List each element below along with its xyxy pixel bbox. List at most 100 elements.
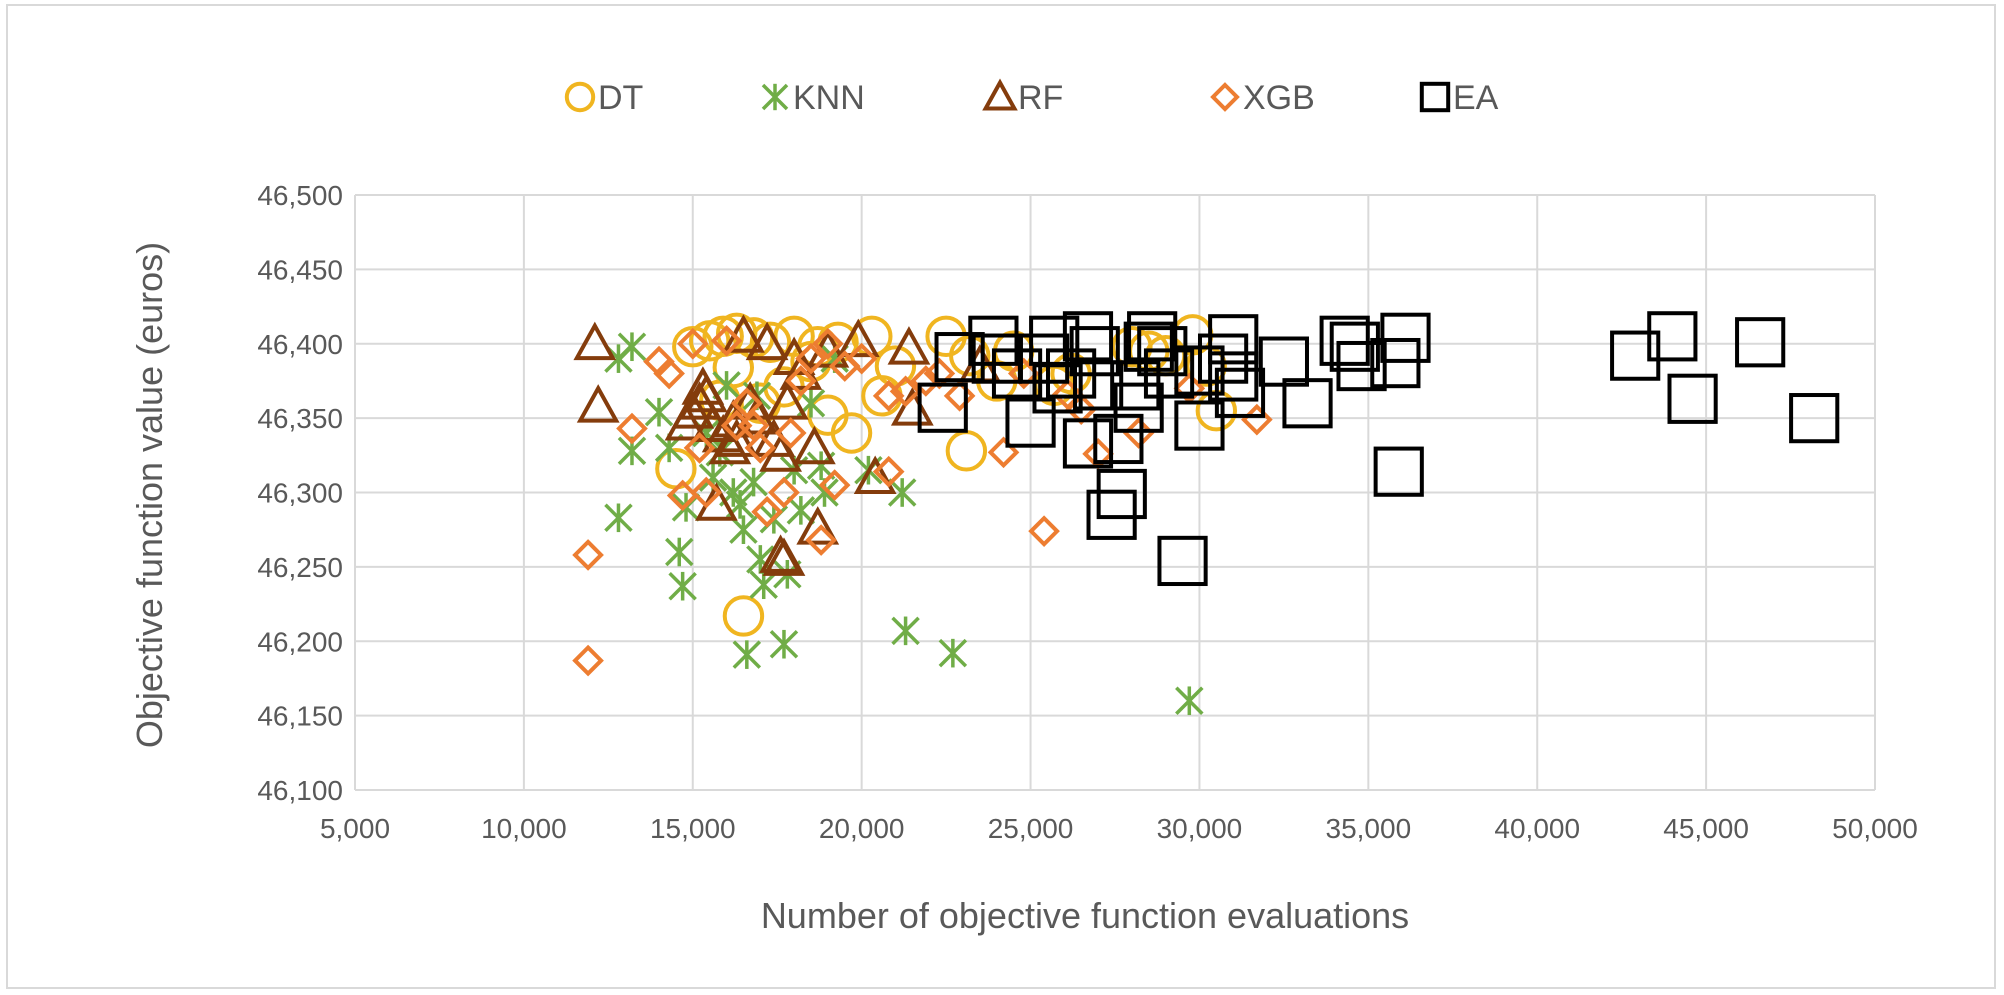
data-point-knn xyxy=(644,397,674,427)
data-point-ea xyxy=(1062,311,1114,362)
data-point-ea xyxy=(1735,317,1786,368)
legend-marker-ea xyxy=(1419,81,1451,113)
data-point-xgb xyxy=(1241,403,1273,436)
data-point-rf xyxy=(762,537,806,576)
y-tick-label: 46,300 xyxy=(257,478,343,509)
data-point-knn xyxy=(665,537,694,567)
data-point-ea xyxy=(991,348,1043,399)
data-point-xgb xyxy=(785,365,817,397)
data-point-xgb xyxy=(572,539,604,571)
data-point-knn xyxy=(668,571,697,601)
data-point-xgb xyxy=(812,327,844,360)
data-point-ea xyxy=(1174,400,1225,451)
y-tick-label: 46,350 xyxy=(257,403,343,434)
data-point-ea xyxy=(1208,314,1259,365)
y-tick-label: 46,100 xyxy=(257,775,343,806)
data-point-ea xyxy=(1319,315,1370,366)
x-tick-label: 40,000 xyxy=(1494,813,1580,844)
data-point-xgb xyxy=(730,387,763,420)
data-point-ea xyxy=(1380,312,1431,363)
data-point-ea xyxy=(1113,382,1164,433)
data-point-xgb xyxy=(943,379,976,412)
x-tick-label: 10,000 xyxy=(481,813,567,844)
data-point-ea xyxy=(1157,535,1208,587)
data-point-xgb xyxy=(653,357,685,390)
legend-label-dt: DT xyxy=(598,79,643,117)
data-point-knn xyxy=(938,638,968,668)
legend-marker-rf xyxy=(982,78,1018,111)
data-points xyxy=(572,311,1840,716)
data-point-xgb xyxy=(774,417,807,449)
legend-label-rf: RF xyxy=(1018,79,1063,117)
data-point-xgb xyxy=(751,496,783,528)
data-point-ea xyxy=(917,382,968,433)
data-point-ea xyxy=(1373,446,1424,497)
data-point-xgb xyxy=(690,476,723,509)
data-point-dt xyxy=(722,595,765,637)
x-tick-labels: 5,000 10,000 15,000 20,000 25,000 30,000 35,00… xyxy=(320,813,1918,844)
data-point-ea xyxy=(1096,468,1147,520)
series-xgb xyxy=(572,324,1273,677)
data-point-knn xyxy=(769,629,799,659)
data-point-ea xyxy=(1282,378,1333,429)
data-point-ea xyxy=(1647,311,1698,362)
legend-label-knn: KNN xyxy=(793,79,865,117)
data-point-ea xyxy=(1214,367,1266,418)
data-point-ea xyxy=(1667,373,1718,424)
data-point-xgb xyxy=(987,436,1020,469)
data-point-xgb xyxy=(910,365,942,397)
data-point-xgb xyxy=(795,342,827,375)
y-tick-label: 46,500 xyxy=(257,180,343,211)
legend-marker-knn xyxy=(761,83,789,111)
data-point-xgb xyxy=(616,412,648,445)
data-point-xgb xyxy=(818,469,851,501)
data-point-ea xyxy=(1069,326,1120,377)
x-tick-label: 25,000 xyxy=(988,813,1074,844)
data-point-xgb xyxy=(683,432,716,464)
data-point-xgb xyxy=(572,644,604,677)
data-point-ea xyxy=(1032,363,1083,414)
chart-frame xyxy=(6,4,1996,989)
gridlines xyxy=(354,194,1876,791)
data-point-rf xyxy=(708,425,752,465)
y-tick-label: 46,200 xyxy=(257,626,343,657)
data-point-ea xyxy=(1093,413,1144,465)
data-point-ea xyxy=(1005,397,1056,448)
data-point-xgb xyxy=(1028,515,1060,548)
data-point-knn xyxy=(887,478,917,507)
data-point-rf xyxy=(715,418,759,457)
data-point-xgb xyxy=(744,432,777,464)
legend: DT KNN RF XGB EA xyxy=(564,78,1499,117)
data-point-xgb xyxy=(845,342,878,375)
data-point-xgb xyxy=(1122,417,1155,449)
data-point-rf xyxy=(681,366,725,405)
legend-label-ea: EA xyxy=(1453,79,1499,117)
data-point-ea xyxy=(1143,348,1195,399)
data-point-ea xyxy=(1610,330,1661,381)
data-point-knn xyxy=(732,640,762,669)
data-point-ea xyxy=(1127,311,1178,362)
data-point-rf xyxy=(745,321,789,361)
data-point-xgb xyxy=(805,524,837,556)
data-point-knn xyxy=(729,515,758,544)
x-tick-label: 5,000 xyxy=(320,813,390,844)
y-tick-label: 46,450 xyxy=(257,254,343,285)
x-tick-label: 45,000 xyxy=(1663,813,1749,844)
data-point-ea xyxy=(1370,337,1421,389)
data-point-xgb xyxy=(666,479,699,512)
x-tick-label: 15,000 xyxy=(650,813,736,844)
legend-marker-dt xyxy=(564,81,596,113)
data-point-ea xyxy=(1789,393,1840,444)
y-axis-title: Objective function value (euros) xyxy=(129,242,170,748)
data-point-xgb xyxy=(1007,357,1040,390)
data-point-dt xyxy=(702,315,744,358)
data-point-ea xyxy=(1208,351,1259,402)
x-axis-title: Number of objective function evaluations xyxy=(761,895,1409,936)
data-point-rf xyxy=(576,384,620,423)
y-tick-label: 46,150 xyxy=(257,701,343,732)
data-point-ea xyxy=(1086,489,1137,540)
data-point-knn xyxy=(1175,686,1204,716)
x-tick-label: 30,000 xyxy=(1157,813,1243,844)
data-point-knn xyxy=(891,616,920,646)
